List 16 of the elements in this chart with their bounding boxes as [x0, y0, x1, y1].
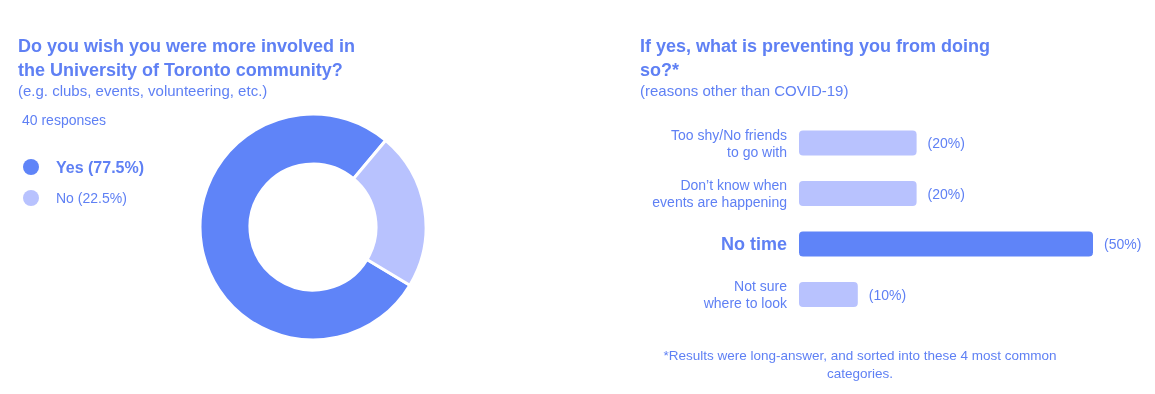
data-label: (50%) [1104, 236, 1142, 252]
y-tick-label: Not sure where to look [702, 278, 788, 311]
legend-label: No (22.5%) [56, 190, 127, 206]
data-label: (20%) [927, 135, 965, 151]
y-tick-label: No time [720, 234, 787, 254]
data-label: (10%) [868, 286, 907, 303]
data-label: (20%) [927, 185, 965, 202]
chart-title: Do you wish you were more involved in the University of Toronto community? [18, 36, 356, 80]
chart-subtitle: (e.g. clubs, events, volunteering, etc.) [18, 82, 268, 99]
legend-label: Yes (77.5%) [56, 159, 145, 176]
text: *Results were long-answer, and sorted into these 4 most common categories. [663, 348, 1057, 381]
chart-subtitle: (reasons other than COVID-19) [640, 82, 849, 99]
y-tick-label: Don’t know when events are happening [652, 177, 787, 210]
chart-title: If yes, what is preventing you from doing so?* [640, 36, 991, 80]
text: 40 responses [22, 112, 107, 128]
y-tick-label: Too shy/No friends to go with [671, 126, 787, 160]
